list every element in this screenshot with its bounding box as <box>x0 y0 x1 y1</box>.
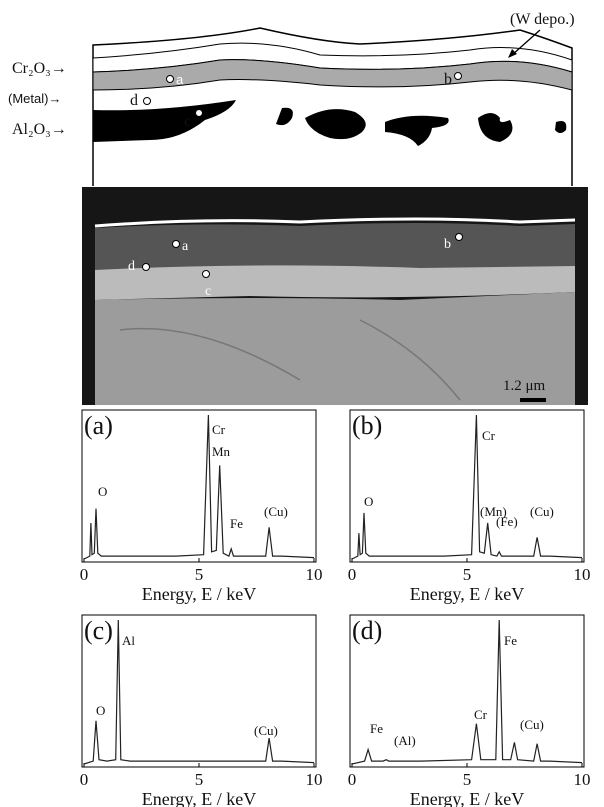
x-axis-label: Energy, E / keV <box>410 789 524 807</box>
point-label: c <box>184 113 191 130</box>
label: (W depo.) <box>510 11 575 28</box>
peak-label: Fe <box>504 633 517 648</box>
figure: (W depo.) Cr₂O₃→ (Metal)→ Al₂O₃→ a b c d… <box>0 0 604 807</box>
micrograph: a b c d 1.2 μm <box>82 187 588 405</box>
schematic: (W depo.) Cr₂O₃→ (Metal)→ Al₂O₃→ a b c d <box>8 11 575 186</box>
peak-label: (Cu) <box>254 723 278 738</box>
peak-label: Fe <box>230 516 243 531</box>
point-label: a <box>176 72 184 87</box>
peak-label: (Fe) <box>496 514 518 529</box>
x-tick-label: 0 <box>80 770 89 789</box>
x-tick-label: 5 <box>195 770 204 789</box>
x-tick-label: 10 <box>574 770 591 789</box>
peak-label: (Cu) <box>264 504 288 519</box>
point-label: b <box>444 71 452 88</box>
x-tick-label: 10 <box>306 565 323 584</box>
peak-label: Al <box>122 633 135 648</box>
x-tick-label: 0 <box>80 565 89 584</box>
point-label: d <box>128 259 135 274</box>
x-tick-label: 0 <box>348 770 357 789</box>
x-tick-label: 10 <box>574 565 591 584</box>
spectrum <box>352 415 582 559</box>
x-tick-label: 5 <box>463 770 472 789</box>
panel-label: (b) <box>352 411 382 440</box>
spectrum <box>84 415 314 559</box>
peak-label: O <box>96 703 105 718</box>
peak-label: (Cu) <box>520 717 544 732</box>
x-tick-label: 10 <box>306 770 323 789</box>
x-tick-label: 0 <box>348 565 357 584</box>
peak-label: O <box>364 494 373 509</box>
peak-label: Cr <box>482 428 496 443</box>
x-tick-label: 5 <box>195 565 204 584</box>
label: Cr₂O₃→ <box>12 60 67 77</box>
label: (Metal)→ <box>8 91 61 106</box>
x-axis-label: Energy, E / keV <box>142 789 256 807</box>
peak-label: (Al) <box>394 733 416 748</box>
point-label: c <box>205 284 211 299</box>
peak-label: Fe <box>370 721 383 736</box>
spectrum <box>84 620 314 764</box>
point-label: b <box>444 237 451 252</box>
peak-label: (Cu) <box>530 504 554 519</box>
x-tick-label: 5 <box>463 565 472 584</box>
x-axis-label: Energy, E / keV <box>142 584 256 604</box>
panel-label: (a) <box>84 411 113 440</box>
label: Al₂O₃→ <box>12 121 67 138</box>
plot-frame <box>350 410 584 562</box>
panel-label: (d) <box>352 616 382 645</box>
peak-label: Cr <box>212 422 226 437</box>
scale-bar-label: 1.2 μm <box>503 378 546 394</box>
plot-frame <box>350 615 584 767</box>
plot-frame <box>82 410 316 562</box>
spectrum <box>352 620 582 764</box>
panel-label: (c) <box>84 616 113 645</box>
peak-label: O <box>98 484 107 499</box>
point-label: a <box>182 239 189 254</box>
peak-label: Mn <box>212 444 231 459</box>
x-axis-label: Energy, E / keV <box>410 584 524 604</box>
point-label: d <box>130 92 138 109</box>
peak-label: Cr <box>474 707 488 722</box>
